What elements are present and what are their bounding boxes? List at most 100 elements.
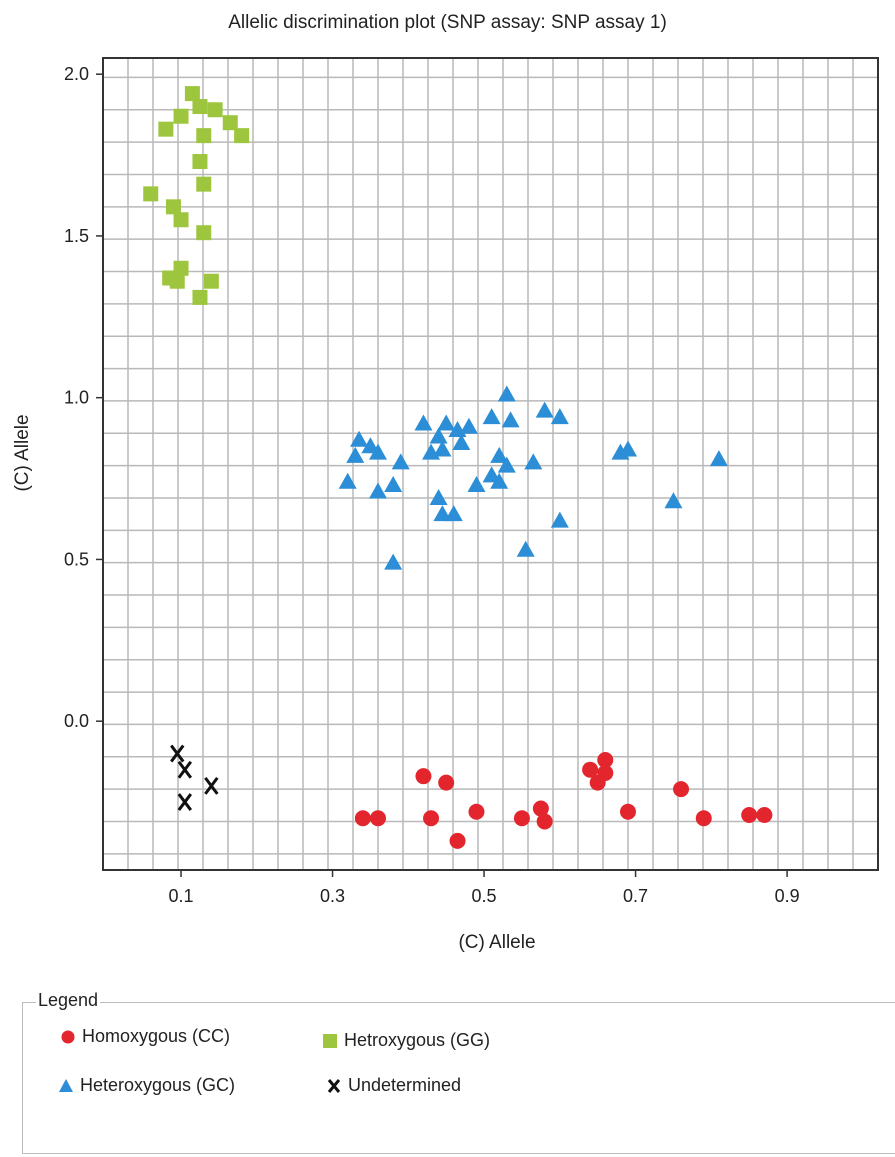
x-tick-label: 0.5 (472, 886, 497, 906)
legend-square-icon (323, 1033, 337, 1048)
legend-label: Hetroxygous (GG) (344, 1030, 491, 1050)
series-2 (338, 385, 728, 570)
data-point (597, 752, 614, 769)
data-point (207, 102, 223, 118)
data-point (196, 176, 212, 192)
data-point (429, 488, 448, 505)
series-3 (170, 744, 219, 811)
data-point (203, 273, 219, 289)
x-tick-label: 0.9 (775, 886, 800, 906)
data-point (196, 128, 212, 144)
data-point (535, 401, 554, 418)
legend-box (22, 1002, 895, 1154)
data-point (169, 273, 185, 289)
data-point (170, 744, 185, 763)
legend-x-icon (327, 1078, 341, 1093)
data-point (550, 408, 569, 425)
data-point (664, 492, 683, 509)
y-axis-label: (C) Allele (12, 414, 33, 491)
legend-triangle-icon (59, 1078, 73, 1092)
scatter-plot: 0.1 0.3 0.5 0.7 0.9 0.0 0.5 1.0 1.5 2.0 (C) Allel… (12, 57, 879, 953)
x-axis-label: (C) Allele (458, 932, 535, 953)
data-point (756, 807, 773, 824)
data-point (346, 446, 365, 463)
data-point (597, 764, 614, 781)
data-point (444, 505, 463, 522)
data-point (158, 121, 174, 137)
data-point (497, 456, 516, 473)
series-0 (354, 752, 773, 849)
data-point (192, 154, 208, 170)
data-point (192, 99, 208, 115)
data-point (143, 186, 159, 202)
data-point (468, 803, 485, 820)
grid-lines (103, 58, 878, 870)
data-point (184, 86, 200, 102)
data-point (490, 446, 509, 463)
data-point (467, 476, 486, 493)
legend-circle-icon (61, 1030, 75, 1043)
data-point (173, 108, 189, 124)
data-point (391, 453, 410, 470)
data-point (709, 450, 728, 467)
data-point (582, 761, 599, 778)
data-point (429, 427, 448, 444)
data-point (673, 781, 690, 798)
chart-title: Allelic discrimination plot (SNP assay: … (228, 12, 667, 33)
data-point (532, 800, 549, 817)
data-point (354, 810, 371, 827)
data-point (536, 813, 553, 830)
data-points (143, 86, 773, 849)
data-point (437, 414, 456, 431)
y-tick-label: 0.0 (64, 711, 89, 731)
axis-ticks: 0.1 0.3 0.5 0.7 0.9 0.0 0.5 1.0 1.5 2.0 (64, 64, 800, 906)
x-tick-label: 0.1 (169, 886, 194, 906)
plot-frame (102, 57, 879, 871)
legend-item-heteroxygous-gc: Heteroxygous (GC) (58, 1075, 235, 1096)
legend-item-hetroxygous-gg: Hetroxygous (GG) (322, 1030, 490, 1051)
data-point (741, 807, 758, 824)
data-point (459, 417, 478, 434)
data-point (177, 760, 193, 779)
data-point (423, 810, 440, 827)
data-point (620, 803, 636, 820)
data-point (513, 810, 530, 827)
series-1 (143, 86, 250, 305)
data-point (177, 793, 193, 811)
legend-label: Heteroxygous (GC) (80, 1075, 236, 1095)
data-point (173, 260, 189, 276)
data-point (350, 430, 369, 447)
legend-title: Legend (36, 990, 101, 1011)
data-point (222, 115, 238, 131)
data-point (414, 414, 433, 431)
data-point (415, 768, 432, 785)
y-tick-label: 2.0 (64, 64, 89, 84)
data-point (173, 212, 189, 228)
data-point (482, 408, 501, 425)
data-point (384, 476, 403, 493)
y-tick-label: 1.5 (64, 226, 89, 246)
data-point (234, 128, 250, 144)
x-tick-label: 0.7 (623, 886, 648, 906)
y-tick-label: 0.5 (64, 549, 89, 569)
data-point (497, 385, 516, 402)
data-point (369, 443, 387, 460)
data-point (490, 472, 509, 489)
data-point (165, 199, 181, 215)
data-point (370, 810, 386, 827)
data-point (695, 810, 712, 827)
data-point (338, 472, 357, 489)
legend-item-undetermined: Undetermined (326, 1075, 461, 1096)
data-point (196, 225, 212, 241)
legend-item-homozygous-cc: Homoxygous (CC) (60, 1026, 230, 1047)
legend-label: Homoxygous (CC) (82, 1026, 231, 1046)
data-point (204, 776, 219, 795)
data-point (524, 453, 543, 470)
data-point (433, 505, 452, 522)
y-tick-label: 1.0 (64, 388, 89, 408)
data-point (369, 482, 387, 499)
data-point (449, 832, 466, 849)
data-point (192, 289, 208, 305)
data-point (452, 433, 471, 450)
data-point (501, 411, 520, 428)
